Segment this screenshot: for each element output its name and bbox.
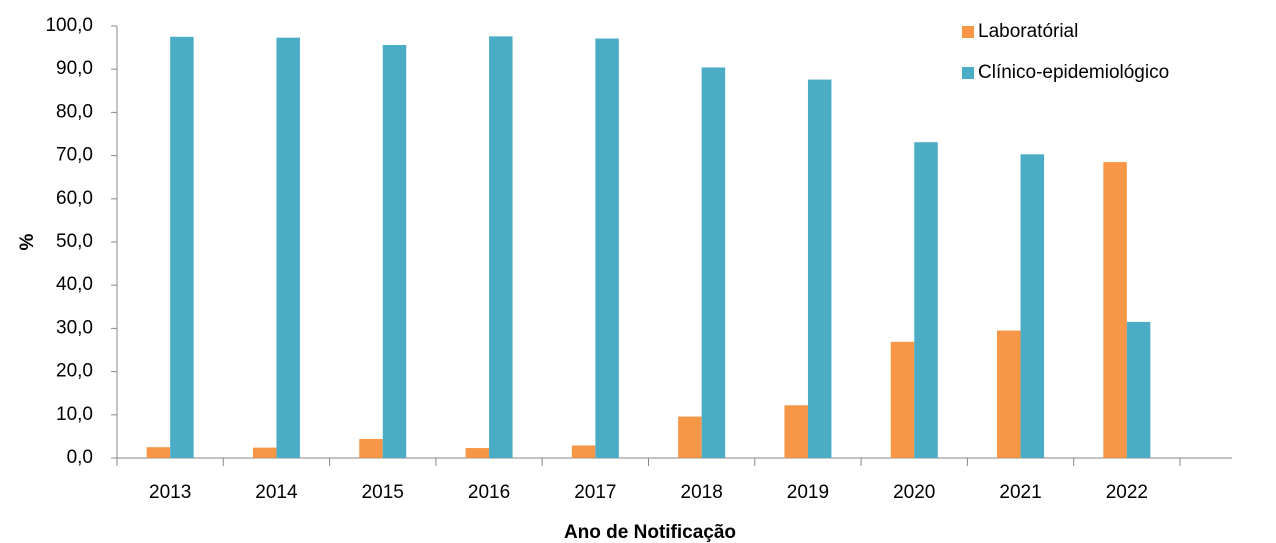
y-tick-label: 50,0 [56, 231, 93, 252]
bar [1020, 154, 1045, 458]
x-tick-label: 2016 [468, 482, 510, 503]
y-tick-label: 100,0 [45, 15, 93, 36]
bar [170, 36, 194, 459]
y-tick-label: 10,0 [56, 404, 93, 425]
x-tick-label: 2021 [999, 482, 1041, 503]
bar [359, 438, 383, 458]
x-tick-label: 2019 [787, 482, 829, 503]
bar [807, 79, 832, 459]
x-tick-label: 2017 [574, 482, 616, 503]
bar [276, 37, 300, 458]
bar [571, 445, 596, 458]
bar [678, 416, 702, 458]
bar [701, 67, 726, 459]
bar [1126, 321, 1151, 458]
legend-swatch [962, 67, 974, 79]
y-tick-label: 20,0 [56, 361, 93, 382]
bar [595, 38, 619, 458]
bar [1103, 162, 1127, 458]
legend-swatch [962, 26, 974, 38]
bar [784, 405, 808, 458]
y-axis-label: % [17, 233, 38, 250]
y-tick-label: 90,0 [56, 58, 93, 79]
bar [890, 341, 915, 458]
y-tick-label: 40,0 [56, 274, 93, 295]
y-tick-label: 80,0 [56, 101, 93, 122]
x-tick-label: 2018 [681, 482, 723, 503]
x-tick-label: 2015 [362, 482, 404, 503]
x-axis-label: Ano de Notificação [564, 522, 736, 543]
x-tick-label: 2014 [255, 482, 298, 503]
bar [146, 447, 171, 458]
bar [489, 36, 513, 458]
bar [465, 448, 490, 458]
bar [997, 330, 1021, 458]
y-tick-label: 60,0 [56, 188, 93, 209]
legend-label: Clínico-epidemiológico [978, 62, 1169, 83]
x-tick-label: 2020 [893, 482, 935, 503]
x-tick-label: 2022 [1106, 482, 1148, 503]
y-tick-label: 70,0 [56, 145, 93, 166]
legend-label: Laboratórial [978, 21, 1078, 42]
bar [252, 447, 277, 458]
x-tick-label: 2013 [149, 482, 191, 503]
y-tick-label: 30,0 [56, 317, 93, 338]
bar [914, 142, 938, 458]
bar [382, 45, 407, 459]
y-tick-label: 0,0 [67, 447, 93, 468]
